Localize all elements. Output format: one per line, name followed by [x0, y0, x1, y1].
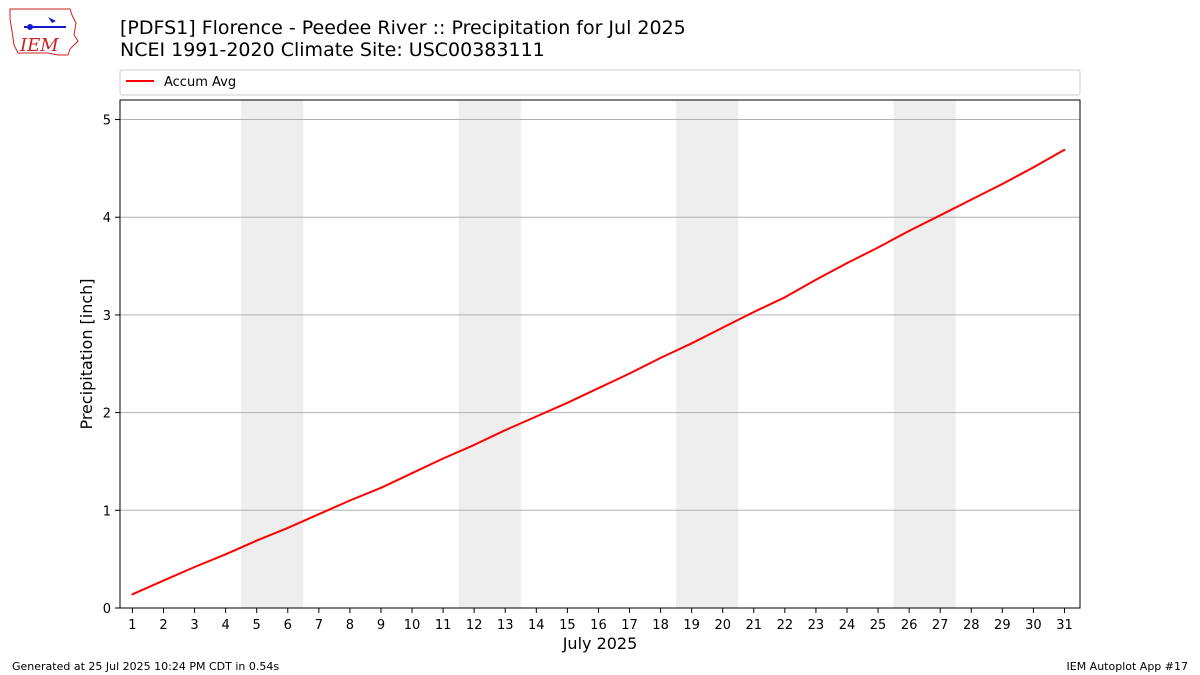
x-axis-ticks: 1 2 3 4 5 6 7 8 9 10 11 12 13 14 15 16 17 18 19 20 21 22 23 24 2…	[128, 608, 1073, 633]
wind-vane-icon	[48, 17, 56, 23]
y-axis-ticks: 0 1 2 3 4 5	[103, 114, 120, 617]
x-axis-label: July 2025	[562, 634, 638, 653]
x-tick-label-30: 30	[1025, 618, 1042, 633]
data-point-day-19	[690, 342, 693, 345]
weekend-band-2	[458, 100, 521, 608]
x-tick-label-4: 4	[221, 618, 229, 633]
iem-logo: IEM	[8, 5, 80, 59]
data-point-day-5	[255, 539, 258, 542]
x-tick-label-29: 29	[994, 618, 1011, 633]
x-tick-label-6: 6	[284, 618, 292, 633]
x-tick-label-18: 18	[652, 618, 669, 633]
x-tick-label-19: 19	[683, 618, 700, 633]
x-tick-label-7: 7	[315, 618, 323, 633]
x-tick-label-1: 1	[128, 618, 136, 633]
data-point-day-20	[721, 326, 724, 329]
y-tick-label-4: 4	[103, 211, 111, 226]
generated-timestamp: Generated at 25 Jul 2025 10:24 PM CDT in…	[12, 660, 280, 673]
legend: Accum Avg	[119, 69, 1081, 96]
data-point-day-14	[535, 415, 538, 418]
data-point-day-30	[1032, 166, 1035, 169]
data-point-day-6	[286, 526, 289, 529]
iem-logo-text: IEM	[19, 35, 59, 56]
x-tick-label-22: 22	[777, 618, 794, 633]
data-point-day-29	[1001, 183, 1004, 186]
x-tick-label-9: 9	[377, 618, 385, 633]
iowa-outline-icon	[9, 8, 79, 56]
data-point-day-24	[845, 262, 848, 265]
y-axis-label: Precipitation [inch]	[77, 278, 96, 429]
grid-lines	[120, 119, 1080, 511]
plot-frame	[119, 99, 1081, 609]
data-point-day-25	[877, 246, 880, 249]
y-tick-label-2: 2	[103, 407, 111, 422]
data-point-day-31	[1063, 148, 1066, 151]
x-tick-label-8: 8	[346, 618, 354, 633]
iem-logo-icon: IEM	[9, 8, 79, 56]
x-tick-label-26: 26	[901, 618, 918, 633]
x-tick-label-15: 15	[559, 618, 576, 633]
weekend-band-4	[893, 100, 956, 608]
data-point-day-18	[659, 356, 662, 359]
x-tick-label-21: 21	[746, 618, 763, 633]
x-tick-label-13: 13	[497, 618, 514, 633]
x-tick-label-20: 20	[714, 618, 731, 633]
data-point-day-21	[752, 310, 755, 313]
data-point-day-11	[442, 457, 445, 460]
x-tick-label-28: 28	[963, 618, 980, 633]
x-tick-label-12: 12	[466, 618, 483, 633]
station-dot-icon	[27, 24, 33, 30]
x-tick-label-23: 23	[808, 618, 825, 633]
data-point-day-9	[379, 486, 382, 489]
x-tick-label-24: 24	[839, 618, 856, 633]
data-point-day-17	[628, 372, 631, 375]
y-tick-label-5: 5	[103, 114, 111, 129]
x-tick-label-5: 5	[253, 618, 261, 633]
weekend-shading	[241, 100, 956, 608]
data-point-day-16	[597, 387, 600, 390]
chart-subtitle: NCEI 1991-2020 Climate Site: USC00383111	[120, 39, 545, 61]
data-point-day-4	[224, 553, 227, 556]
chart-title: [PDFS1] Florence - Peedee River :: Preci…	[120, 17, 686, 39]
y-tick-label-1: 1	[103, 504, 111, 519]
x-tick-label-31: 31	[1056, 618, 1073, 633]
data-point-day-22	[783, 296, 786, 299]
x-tick-label-11: 11	[435, 618, 452, 633]
data-point-day-12	[473, 443, 476, 446]
x-tick-label-3: 3	[190, 618, 198, 633]
x-tick-label-10: 10	[404, 618, 421, 633]
x-tick-label-27: 27	[932, 618, 949, 633]
x-tick-label-16: 16	[590, 618, 607, 633]
data-point-day-23	[814, 278, 817, 281]
data-point-day-28	[970, 198, 973, 201]
data-point-day-26	[908, 229, 911, 232]
legend-box	[119, 69, 1081, 96]
x-tick-label-25: 25	[870, 618, 887, 633]
data-point-day-3	[193, 565, 196, 568]
data-point-day-1	[131, 593, 134, 596]
series-layer	[131, 148, 1066, 596]
data-point-day-7	[317, 513, 320, 516]
data-point-day-2	[162, 579, 165, 582]
data-point-day-13	[504, 429, 507, 432]
legend-label-accum-avg: Accum Avg	[164, 75, 236, 90]
data-point-day-27	[939, 214, 942, 217]
app-credit: IEM Autoplot App #17	[1066, 660, 1189, 673]
weekend-band-3	[676, 100, 739, 608]
data-point-day-15	[566, 401, 569, 404]
x-tick-label-14: 14	[528, 618, 545, 633]
data-point-day-10	[411, 472, 414, 475]
weekend-band-1	[241, 100, 304, 608]
data-point-day-8	[348, 499, 351, 502]
x-tick-label-17: 17	[621, 618, 638, 633]
y-tick-label-0: 0	[103, 602, 111, 617]
x-tick-label-2: 2	[159, 618, 167, 633]
y-tick-label-3: 3	[103, 309, 111, 324]
